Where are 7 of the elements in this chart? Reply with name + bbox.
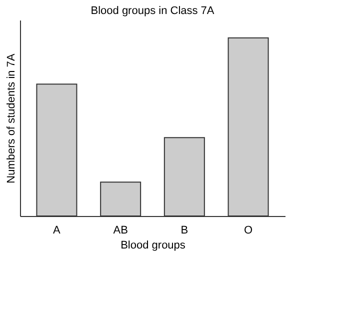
x-tick-label: B [180,224,188,236]
x-axis-title: Blood groups [120,240,186,252]
y-axis-title: Numbers of students in 7A [6,53,18,184]
x-tick-label: O [244,224,253,236]
x-tick-label: A [53,224,62,236]
chart-title: Blood groups in Class 7A [90,5,215,17]
x-tick-label: AB [113,224,128,236]
